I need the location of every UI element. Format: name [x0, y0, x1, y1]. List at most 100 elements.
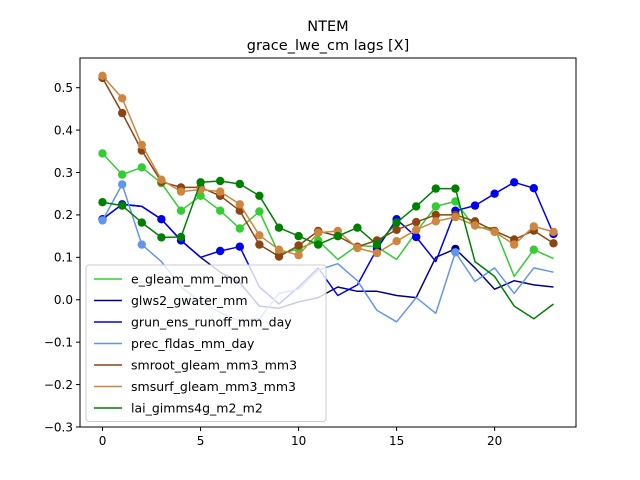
data-point: [157, 215, 166, 224]
y-tick-label: −0.3: [44, 420, 73, 434]
data-point: [490, 189, 499, 198]
data-point: [255, 191, 264, 200]
data-point: [392, 237, 401, 246]
data-point: [196, 191, 205, 200]
legend-label: glws2_gwater_mm: [131, 293, 248, 308]
data-point: [98, 71, 107, 81]
series-lai_gimms4g_m2_m2: [98, 176, 554, 320]
y-tick-label: 0.2: [54, 208, 73, 222]
data-point: [353, 223, 362, 232]
data-point: [137, 140, 146, 150]
data-point: [216, 206, 225, 215]
data-point: [431, 202, 440, 211]
x-tick-label: 10: [291, 434, 306, 448]
data-point: [118, 170, 127, 179]
data-point: [137, 240, 146, 249]
data-point: [294, 251, 303, 260]
data-point: [176, 187, 186, 196]
y-tick-label: 0.5: [54, 81, 73, 95]
data-point: [549, 227, 558, 237]
chart-title: NTEM: [307, 19, 348, 35]
data-point: [412, 225, 421, 234]
data-point: [412, 217, 421, 227]
data-point: [98, 149, 107, 158]
data-point: [451, 212, 460, 222]
data-point: [294, 241, 303, 250]
legend-label: grun_ens_runoff_mm_day: [131, 315, 292, 330]
data-point: [137, 163, 146, 172]
data-point: [510, 178, 519, 187]
data-point: [196, 178, 205, 187]
data-point: [470, 201, 480, 210]
x-tick-label: 15: [389, 434, 404, 448]
y-tick-label: 0.3: [54, 166, 73, 180]
y-tick-label: 0.0: [54, 293, 73, 307]
y-tick-label: 0.1: [54, 251, 73, 265]
data-point: [412, 232, 421, 242]
data-point: [392, 225, 401, 234]
y-tick-label: −0.2: [44, 378, 73, 392]
data-point: [529, 245, 538, 254]
legend-item: grun_ens_runoff_mm_day: [94, 315, 292, 330]
data-point: [274, 252, 284, 261]
legend-item: lai_gimms4g_m2_m2: [94, 401, 263, 416]
y-axis: −0.3 −0.2 −0.1 0.0 0.1 0.2 0.3 0.4 0.5: [44, 81, 80, 434]
data-point: [235, 200, 244, 209]
legend-box: [85, 264, 327, 422]
data-point: [137, 218, 146, 227]
data-point: [294, 231, 303, 241]
x-tick-label: 5: [197, 434, 205, 448]
data-point: [510, 240, 519, 249]
legend-label: e_gleam_mm_mon: [131, 272, 248, 287]
data-point: [235, 242, 244, 251]
data-point: [392, 218, 401, 227]
data-point: [118, 180, 127, 189]
data-point: [470, 221, 480, 230]
data-point: [372, 240, 382, 249]
data-point: [118, 108, 127, 118]
data-point: [333, 231, 342, 241]
data-point: [98, 216, 107, 225]
data-point: [216, 246, 225, 256]
x-tick-label: 20: [487, 434, 502, 448]
data-point: [216, 187, 225, 196]
data-point: [255, 207, 264, 216]
data-point: [235, 179, 244, 189]
data-point: [490, 227, 499, 237]
data-point: [235, 224, 244, 233]
data-point: [176, 206, 186, 215]
legend-item: smsurf_gleam_mm3_mm3: [94, 379, 296, 394]
legend-item: smroot_gleam_mm3_mm3: [94, 358, 297, 373]
data-point: [274, 245, 284, 254]
data-point: [98, 198, 107, 207]
data-point: [353, 243, 362, 253]
data-point: [118, 94, 127, 103]
legend-label: lai_gimms4g_m2_m2: [131, 401, 263, 416]
data-point: [529, 222, 538, 231]
data-point: [431, 217, 440, 226]
x-axis: 0 5 10 15 20: [99, 427, 502, 448]
data-point: [255, 240, 264, 249]
data-point: [314, 228, 323, 237]
axes-frame: [79, 57, 577, 428]
data-point: [314, 240, 323, 249]
x-tick-label: 0: [99, 434, 107, 448]
data-point: [176, 232, 186, 242]
data-point: [451, 184, 460, 193]
legend-label: smsurf_gleam_mm3_mm3: [131, 379, 296, 394]
legend-item: e_gleam_mm_mon: [94, 272, 248, 287]
legend-item: prec_fldas_mm_day: [94, 336, 255, 351]
data-point: [274, 223, 284, 232]
data-point: [118, 201, 127, 210]
data-point: [216, 176, 225, 186]
data-point: [451, 248, 460, 257]
y-tick-label: −0.1: [44, 335, 73, 349]
data-point: [529, 184, 538, 193]
data-point: [412, 202, 421, 211]
legend-label: smroot_gleam_mm3_mm3: [131, 358, 297, 373]
legend-label: prec_fldas_mm_day: [131, 336, 255, 351]
data-point: [157, 175, 166, 184]
data-point: [255, 231, 264, 240]
legend-item: glws2_gwater_mm: [94, 293, 248, 308]
